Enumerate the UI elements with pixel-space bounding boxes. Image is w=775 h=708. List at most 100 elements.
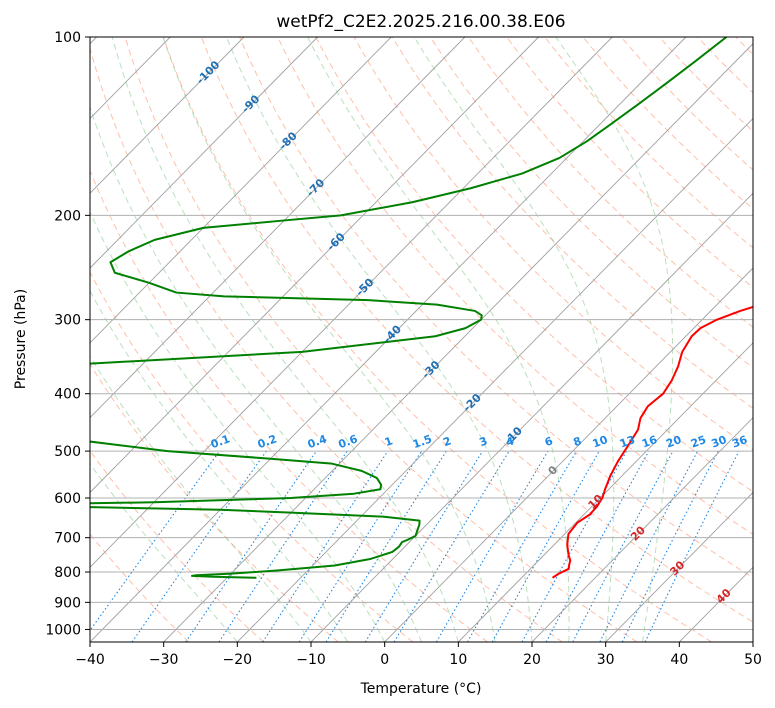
y-tick-label: 700 [54, 531, 81, 547]
mixing-ratio-line [90, 450, 221, 632]
moist-adiabats [90, 37, 674, 642]
mixing-ratio-line [262, 450, 389, 642]
y-axis-label: Pressure (hPa) [13, 289, 29, 389]
x-tick-label: 20 [523, 652, 541, 668]
y-tick-label: 400 [54, 387, 81, 403]
dry-adiabat-line [429, 37, 753, 369]
moist-adiabat-line [162, 37, 496, 642]
dry-adiabat-line [90, 449, 264, 642]
dry-adiabat-line [506, 37, 753, 288]
mixing-ratio-label: 3 [478, 434, 490, 449]
isotherm-line [605, 491, 753, 642]
mixing-ratio-label: 25 [689, 433, 708, 450]
dry-adiabat-line [162, 37, 712, 642]
isotherm-line [90, 37, 392, 344]
isotherm-line [384, 267, 753, 642]
pressure-gridlines [90, 37, 753, 630]
x-tick-label: −30 [149, 652, 179, 668]
temperature-profile-line [552, 305, 753, 579]
x-tick-label: 30 [597, 652, 615, 668]
x-axis: −40 −30 −20 −10 0 10 20 30 40 50 [75, 642, 762, 668]
dry-adiabat-line [391, 37, 753, 409]
mixing-ratio-line [185, 450, 317, 642]
y-axis: 1000 900 800 700 600 500 400 300 200 100 [45, 30, 90, 638]
x-tick-label: 0 [380, 652, 389, 668]
moist-adiabat-line [413, 37, 615, 642]
mixing-ratio-label: 1 [383, 434, 395, 449]
dry-adiabat-line [315, 37, 753, 493]
dry-adiabat-line [200, 37, 753, 623]
dry-adiabat-line [90, 46, 563, 642]
moist-adiabat-line [307, 37, 570, 642]
dry-adiabat-line [353, 37, 753, 451]
moist-adiabat-line [555, 37, 674, 642]
dry-adiabat-line [239, 37, 753, 579]
mixing-ratio-line [364, 450, 484, 642]
isotherm-line [90, 37, 466, 419]
isotherm-line [458, 342, 753, 642]
mixing-ratio-label: 0.6 [337, 432, 360, 451]
moist-adiabat-line [90, 289, 349, 642]
y-tick-label: 200 [54, 208, 81, 224]
plot-area: -100-90-80-70-60-50-40-30-20-10010203040… [90, 37, 753, 642]
x-tick-label: 10 [449, 652, 467, 668]
x-tick-label: −40 [75, 652, 105, 668]
x-tick-label: 50 [744, 652, 762, 668]
y-tick-label: 600 [54, 491, 81, 507]
mixing-ratio-line [621, 450, 719, 642]
profile-lines [90, 37, 753, 579]
y-tick-label: 100 [54, 30, 81, 46]
moist-adiabat-line [226, 37, 533, 642]
isotherm-line [531, 416, 753, 642]
moist-adiabat-line [90, 105, 422, 642]
isotherm-line [90, 37, 318, 269]
dry-adiabat-line [90, 363, 339, 642]
isotherm-line [90, 37, 687, 642]
isotherm-line [90, 37, 613, 568]
mixing-ratio-label: 36 [730, 433, 749, 451]
mixing-ratio-label: 1.5 [411, 432, 434, 451]
moist-adiabat-line [111, 37, 459, 642]
mixing-ratio-label: 6 [543, 434, 555, 449]
x-tick-label: 40 [670, 652, 688, 668]
mixing-ratio-label: 0.1 [209, 432, 232, 451]
mixing-ratio-label: 20 [664, 433, 683, 451]
moist-adiabat-line [90, 210, 386, 642]
mixing-ratio-labels: 0.1 0.2 0.4 0.6 1 1.5 2 3 4 6 8 10 13 16 20 25 30 36 [209, 432, 749, 451]
mixing-ratio-line [325, 450, 447, 642]
y-tick-label: 900 [54, 595, 81, 611]
chart-title: wetPf2_C2E2.2025.216.00.38.E06 [276, 12, 565, 32]
y-tick-label: 500 [54, 444, 81, 460]
mixing-ratio-line [521, 450, 628, 642]
x-tick-label: −20 [223, 652, 253, 668]
isotherms [90, 37, 753, 642]
mixing-ratio-line [644, 450, 740, 642]
mixing-ratio-label: 8 [572, 434, 584, 449]
mixing-ratio-line [218, 450, 348, 642]
x-axis-label: Temperature (°C) [360, 681, 482, 697]
mixing-ratio-label: 4 [504, 434, 516, 449]
dewpoint-profile-line [90, 37, 728, 579]
mixing-ratio-line [393, 450, 510, 642]
dry-adiabat-line [124, 37, 638, 642]
mixing-ratio-label: 16 [640, 433, 659, 451]
isotherm-line [90, 37, 245, 194]
mixing-ratio-label: 0.2 [256, 432, 279, 451]
y-tick-label: 1000 [45, 622, 81, 638]
isotherm-line [237, 117, 753, 642]
dry-adiabat-line [468, 37, 753, 328]
mixing-ratio-label: 10 [591, 433, 610, 451]
mixing-ratio-label: 30 [710, 433, 729, 451]
mixing-ratio-label: 2 [441, 434, 453, 449]
plot-frame [89, 36, 754, 643]
mixing-ratio-line [545, 450, 650, 642]
isotherm-line [90, 37, 539, 494]
mixing-ratio-label: 0.4 [306, 432, 329, 451]
isotherm-line [310, 192, 753, 642]
y-tick-label: 300 [54, 313, 81, 329]
x-tick-label: −10 [296, 652, 326, 668]
isotherm-line [163, 43, 753, 642]
moist-adiabat-line [90, 463, 238, 642]
